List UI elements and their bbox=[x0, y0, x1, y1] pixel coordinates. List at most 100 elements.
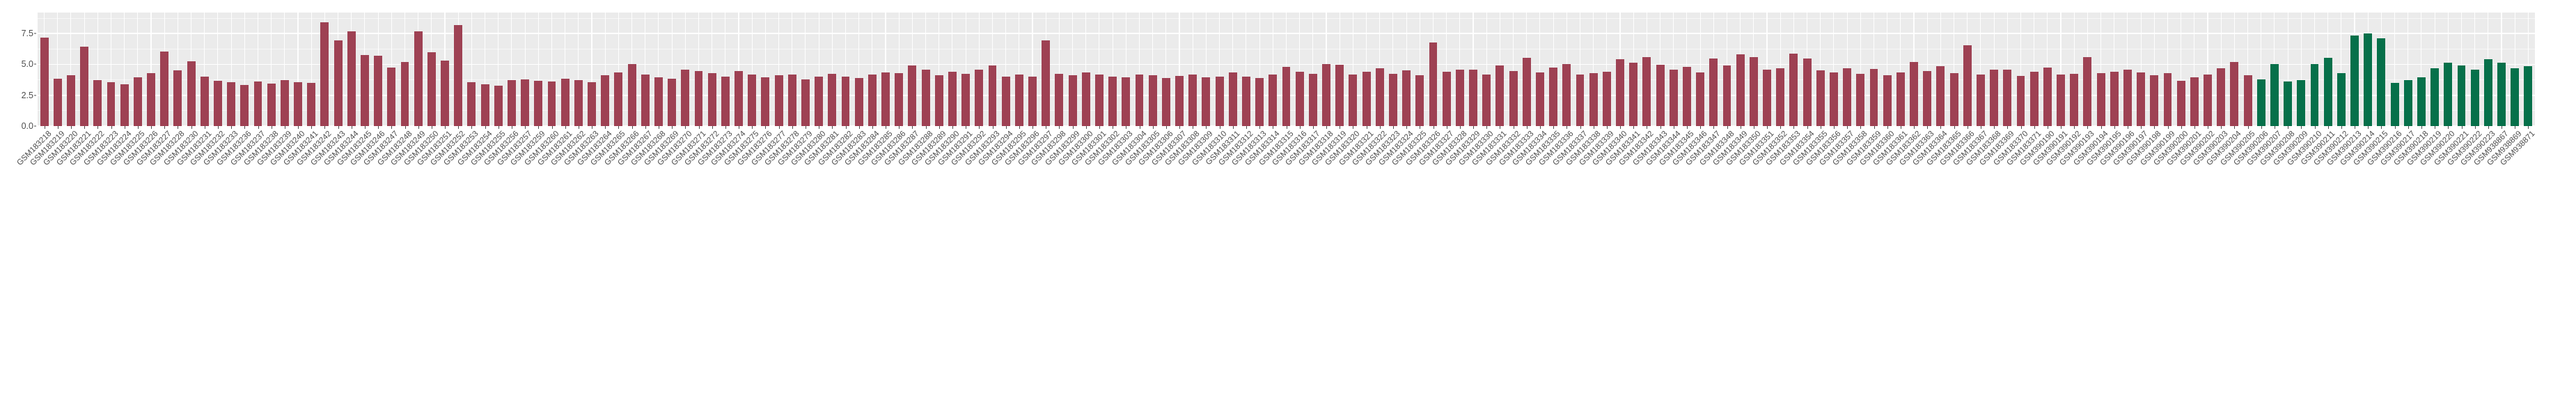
bar[interactable] bbox=[508, 79, 516, 126]
bar[interactable] bbox=[1202, 77, 1211, 126]
bar[interactable] bbox=[120, 84, 129, 126]
bar[interactable] bbox=[1816, 70, 1825, 126]
bar[interactable] bbox=[333, 40, 343, 126]
bar[interactable] bbox=[2310, 64, 2319, 126]
bar[interactable] bbox=[1803, 59, 1812, 126]
bar[interactable] bbox=[908, 65, 917, 126]
bar[interactable] bbox=[961, 73, 971, 126]
bar[interactable] bbox=[93, 80, 102, 126]
bar[interactable] bbox=[2083, 56, 2092, 126]
bar[interactable] bbox=[160, 51, 169, 126]
bar[interactable] bbox=[828, 73, 837, 126]
bar[interactable] bbox=[1576, 74, 1585, 126]
bar[interactable] bbox=[2029, 72, 2039, 126]
bar[interactable] bbox=[1001, 77, 1010, 126]
bar[interactable] bbox=[173, 70, 182, 126]
bar[interactable] bbox=[1656, 65, 1665, 126]
bar[interactable] bbox=[1308, 73, 1317, 126]
bar[interactable] bbox=[2417, 77, 2426, 126]
bar[interactable] bbox=[1215, 77, 1224, 126]
bar[interactable] bbox=[934, 75, 943, 126]
bar[interactable] bbox=[601, 75, 610, 126]
bar[interactable] bbox=[614, 72, 623, 126]
bar[interactable] bbox=[1148, 75, 1157, 126]
bar[interactable] bbox=[240, 84, 249, 126]
bar[interactable] bbox=[1536, 72, 1544, 126]
bar[interactable] bbox=[2003, 70, 2012, 126]
bar[interactable] bbox=[1522, 57, 1531, 126]
bar[interactable] bbox=[841, 77, 850, 126]
bar[interactable] bbox=[2444, 62, 2453, 126]
bar[interactable] bbox=[815, 77, 824, 126]
bar[interactable] bbox=[1923, 71, 1932, 126]
bar[interactable] bbox=[2123, 70, 2132, 126]
bar[interactable] bbox=[480, 84, 489, 126]
bar[interactable] bbox=[1014, 74, 1023, 126]
bar[interactable] bbox=[588, 82, 596, 126]
bar[interactable] bbox=[1175, 76, 1184, 126]
bar[interactable] bbox=[441, 61, 449, 126]
bar[interactable] bbox=[1161, 77, 1170, 126]
bar[interactable] bbox=[1028, 77, 1037, 126]
bar[interactable] bbox=[2043, 67, 2052, 126]
bar[interactable] bbox=[280, 79, 289, 126]
bar[interactable] bbox=[2163, 72, 2172, 126]
bar[interactable] bbox=[1375, 68, 1384, 126]
bar[interactable] bbox=[574, 80, 583, 126]
bar[interactable] bbox=[1122, 77, 1131, 126]
bar[interactable] bbox=[1188, 74, 1197, 126]
bar[interactable] bbox=[1228, 72, 1237, 126]
bar[interactable] bbox=[454, 24, 463, 126]
bar[interactable] bbox=[387, 67, 396, 126]
bar[interactable] bbox=[881, 72, 890, 126]
bar[interactable] bbox=[2284, 81, 2293, 126]
bar[interactable] bbox=[867, 74, 877, 126]
bar[interactable] bbox=[1990, 69, 1999, 126]
bar[interactable] bbox=[1736, 54, 1745, 126]
bar[interactable] bbox=[1455, 70, 1464, 126]
bar[interactable] bbox=[2337, 72, 2346, 126]
bar[interactable] bbox=[1389, 73, 1397, 126]
bar[interactable] bbox=[748, 74, 757, 126]
bar[interactable] bbox=[1269, 75, 1278, 126]
bar[interactable] bbox=[2096, 72, 2105, 126]
bar[interactable] bbox=[1081, 72, 1090, 126]
bar[interactable] bbox=[187, 61, 196, 126]
bar[interactable] bbox=[854, 77, 863, 126]
bar[interactable] bbox=[2256, 79, 2265, 126]
bar[interactable] bbox=[2483, 59, 2492, 126]
bar[interactable] bbox=[307, 83, 316, 126]
bar[interactable] bbox=[267, 83, 276, 126]
bar[interactable] bbox=[1709, 59, 1718, 126]
bar[interactable] bbox=[2297, 80, 2306, 126]
bar[interactable] bbox=[1642, 56, 1651, 126]
bar[interactable] bbox=[560, 78, 570, 126]
bar[interactable] bbox=[1335, 65, 1344, 126]
bar[interactable] bbox=[1242, 77, 1250, 126]
bar[interactable] bbox=[1509, 71, 1518, 126]
bar[interactable] bbox=[1963, 45, 1972, 126]
bar[interactable] bbox=[2430, 68, 2440, 126]
bar[interactable] bbox=[1910, 61, 1918, 126]
bar[interactable] bbox=[735, 71, 743, 126]
bar[interactable] bbox=[1429, 42, 1438, 126]
bar[interactable] bbox=[1322, 64, 1330, 126]
bar[interactable] bbox=[53, 78, 62, 126]
bar[interactable] bbox=[1936, 66, 1945, 126]
bar[interactable] bbox=[1629, 62, 1638, 126]
bar[interactable] bbox=[921, 69, 930, 126]
bar[interactable] bbox=[2270, 63, 2279, 126]
bar[interactable] bbox=[1843, 68, 1852, 126]
bar[interactable] bbox=[948, 72, 957, 126]
bar[interactable] bbox=[1108, 77, 1117, 126]
bar[interactable] bbox=[1282, 66, 1291, 126]
bar[interactable] bbox=[1776, 68, 1785, 126]
bar[interactable] bbox=[414, 31, 423, 126]
bar[interactable] bbox=[895, 72, 904, 126]
bar[interactable] bbox=[2497, 62, 2506, 126]
bar[interactable] bbox=[2057, 74, 2065, 126]
bar[interactable] bbox=[227, 82, 236, 126]
bar[interactable] bbox=[1482, 74, 1491, 126]
bar[interactable] bbox=[694, 71, 703, 126]
bar[interactable] bbox=[1789, 54, 1798, 126]
